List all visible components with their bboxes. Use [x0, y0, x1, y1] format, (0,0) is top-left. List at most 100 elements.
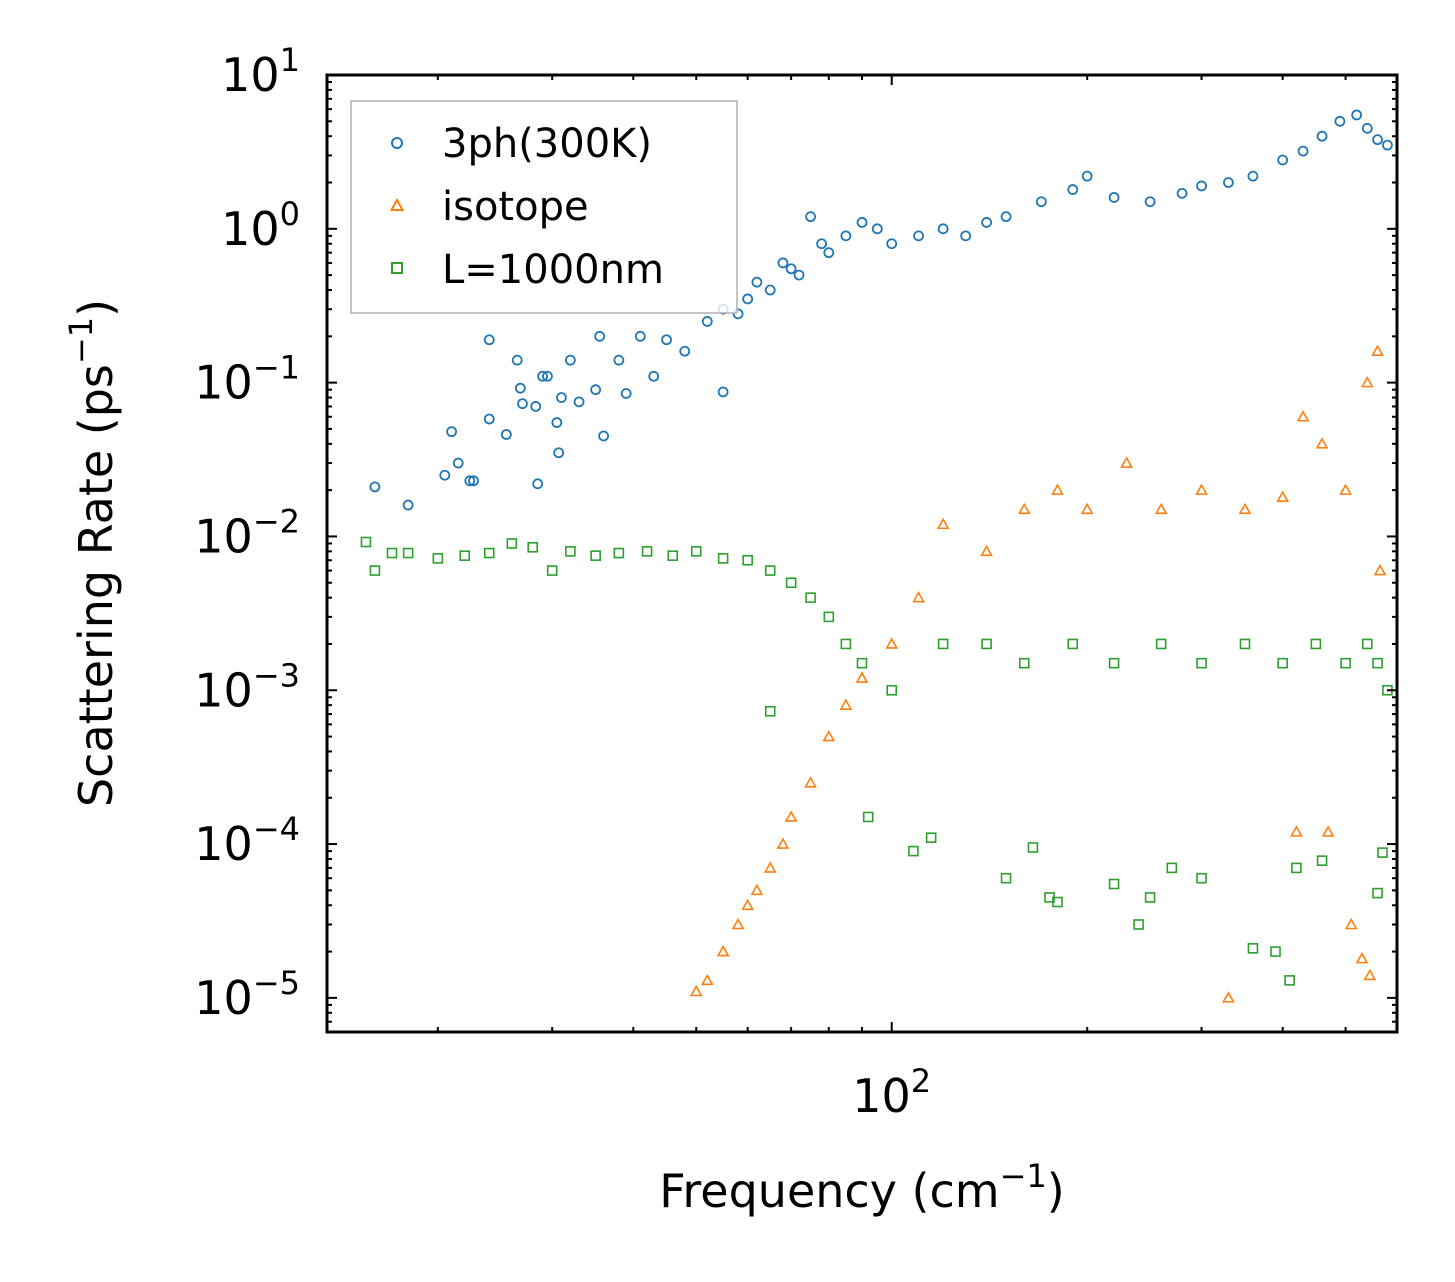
point-3ph-300k: [840, 230, 852, 242]
point-isotope: [1355, 951, 1369, 964]
point-3ph-300k: [1334, 115, 1346, 127]
point-l-1000nm: [1196, 657, 1207, 669]
point-l-1000nm: [590, 550, 601, 561]
point-l-1000nm: [667, 550, 679, 561]
point-isotope: [750, 883, 764, 896]
point-3ph-300k: [856, 217, 868, 228]
point-3ph-300k: [751, 276, 763, 288]
point-3ph-300k: [960, 230, 972, 242]
point-isotope: [885, 637, 899, 649]
point-isotope: [839, 698, 853, 710]
point-isotope: [1360, 375, 1374, 388]
point-l-1000nm: [1372, 887, 1383, 899]
point-isotope: [716, 944, 730, 957]
point-3ph-300k: [785, 263, 797, 275]
point-3ph-300k: [871, 223, 883, 235]
point-3ph-300k: [816, 238, 828, 250]
point-3ph-300k: [564, 354, 576, 366]
point-l-1000nm: [862, 811, 874, 823]
point-3ph-300k: [823, 247, 835, 259]
point-isotope: [1051, 483, 1064, 495]
point-3ph-300k: [1277, 154, 1289, 166]
point-isotope: [1339, 483, 1352, 495]
y-tick-label: 10−3: [194, 656, 300, 717]
series-3ph-300k: [369, 109, 1393, 511]
legend-label-3ph-300k: 3ph(300K): [442, 121, 652, 167]
point-l-1000nm: [764, 705, 776, 717]
point-3ph-300k: [805, 211, 816, 223]
point-isotope: [700, 973, 714, 986]
point-3ph-300k: [514, 382, 526, 394]
point-l-1000nm: [925, 832, 937, 843]
point-l-1000nm: [764, 565, 776, 576]
point-3ph-300k: [777, 257, 789, 269]
point-l-1000nm: [1108, 657, 1120, 669]
legend-box: [350, 100, 738, 314]
point-isotope: [980, 544, 993, 557]
point-3ph-300k: [1081, 170, 1093, 182]
point-l-1000nm: [432, 553, 444, 564]
point-l-1000nm: [402, 547, 414, 559]
axis-ticks: [327, 74, 1397, 1033]
point-l-1000nm: [886, 684, 898, 696]
point-3ph-300k: [542, 370, 553, 382]
point-l-1000nm: [1372, 657, 1383, 669]
point-3ph-300k: [598, 430, 610, 442]
point-3ph-300k: [530, 401, 542, 412]
point-l-1000nm: [908, 845, 919, 857]
legend: 3ph(300K) isotope L=1000nm: [350, 100, 738, 314]
legend-marker-isotope: [389, 197, 405, 211]
point-3ph-300k: [764, 284, 776, 296]
point-3ph-300k: [1223, 177, 1234, 188]
point-isotope: [689, 984, 703, 997]
point-3ph-300k: [553, 447, 565, 459]
point-3ph-300k: [537, 370, 549, 382]
point-l-1000nm: [785, 577, 797, 589]
point-isotope: [1222, 991, 1235, 1003]
point-l-1000nm: [369, 565, 381, 576]
point-3ph-300k: [452, 457, 464, 469]
y-tick-label: 10−2: [194, 502, 300, 563]
y-axis-title: Scattering Rate (ps−1): [62, 299, 123, 807]
point-3ph-300k: [556, 392, 567, 403]
series-isotope: [689, 344, 1387, 1003]
point-3ph-300k: [483, 413, 495, 425]
point-3ph-300k: [1196, 180, 1207, 192]
point-l-1000nm: [641, 546, 653, 557]
point-l-1000nm: [1196, 872, 1207, 884]
point-3ph-300k: [590, 384, 602, 396]
y-tick-label: 100: [221, 195, 300, 256]
point-l-1000nm: [690, 546, 702, 557]
point-3ph-300k: [1144, 196, 1156, 208]
point-l-1000nm: [1067, 638, 1079, 650]
point-l-1000nm: [1277, 657, 1288, 669]
point-l-1000nm: [546, 565, 558, 576]
point-isotope: [784, 810, 798, 822]
point-3ph-300k: [1108, 192, 1120, 203]
series-l-1000nm: [360, 536, 1393, 986]
legend-marker-l-1000nm: [391, 262, 403, 274]
point-3ph-300k: [1361, 122, 1373, 134]
x-axis-title: Frequency (cm−1): [659, 1157, 1064, 1218]
point-l-1000nm: [565, 546, 576, 557]
point-isotope: [1371, 344, 1384, 357]
point-3ph-300k: [511, 354, 523, 366]
legend-marker-3ph-300k: [391, 137, 403, 149]
point-3ph-300k: [1316, 130, 1328, 142]
point-l-1000nm: [483, 547, 495, 559]
point-isotope: [1315, 437, 1329, 449]
point-3ph-300k: [551, 417, 563, 428]
point-3ph-300k: [464, 475, 476, 487]
point-l-1000nm: [805, 592, 816, 603]
point-l-1000nm: [823, 611, 835, 623]
point-isotope: [1290, 825, 1303, 837]
point-isotope: [1080, 502, 1094, 515]
point-3ph-300k: [1297, 145, 1309, 157]
point-l-1000nm: [1108, 878, 1120, 890]
point-3ph-300k: [913, 230, 924, 242]
point-l-1000nm: [1247, 943, 1259, 954]
point-3ph-300k: [483, 334, 495, 346]
y-tick-label: 101: [221, 41, 300, 102]
point-3ph-300k: [701, 316, 713, 327]
point-l-1000nm: [1239, 638, 1251, 650]
